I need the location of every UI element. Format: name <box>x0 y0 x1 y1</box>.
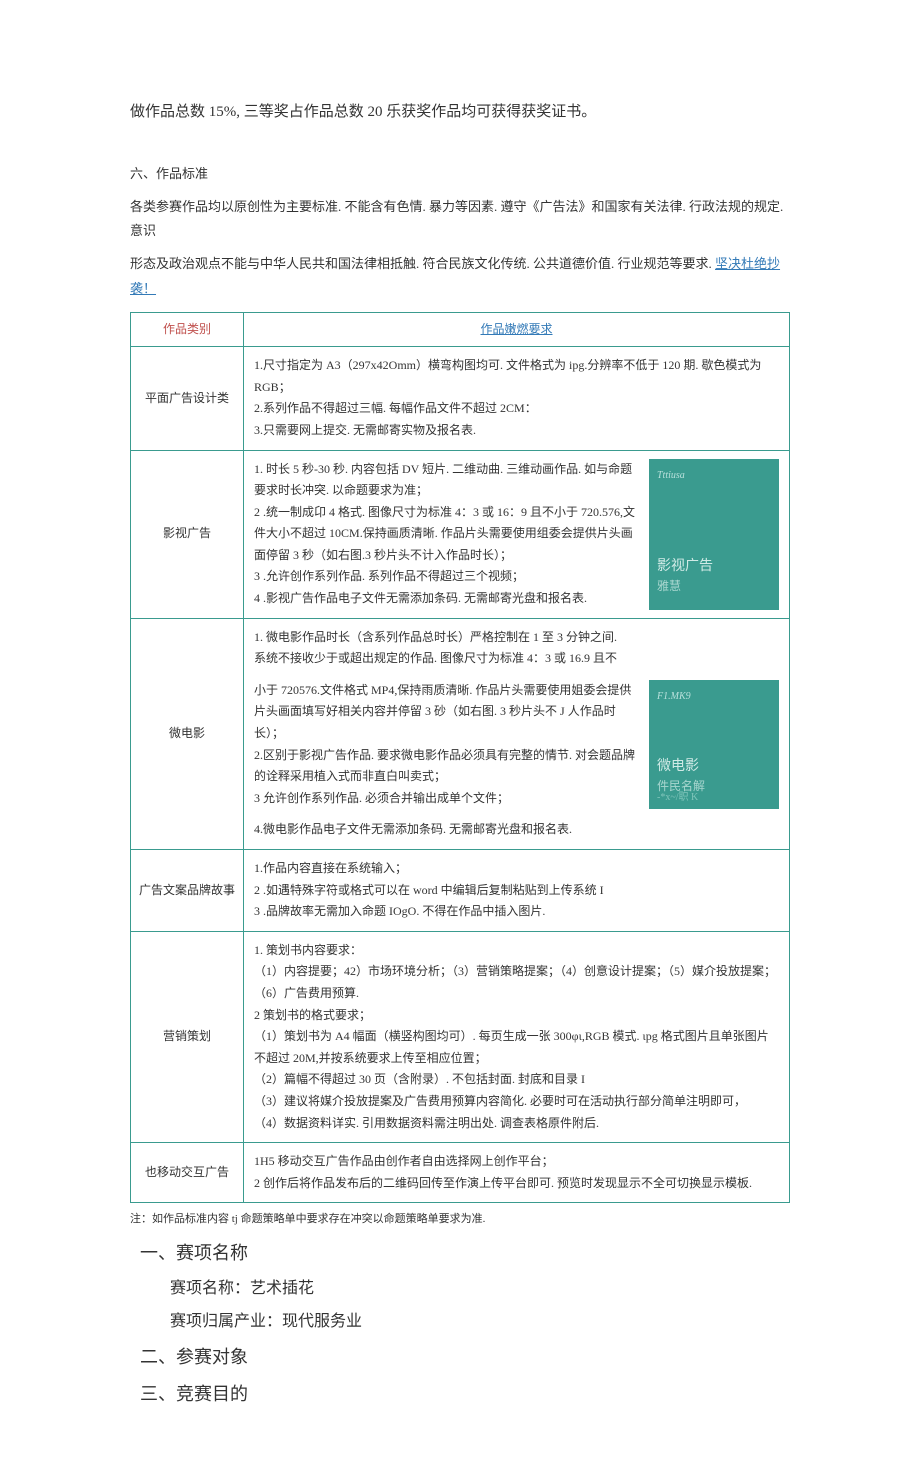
desc-line2-a: 形态及政治观点不能与中华人民共和国法律相抵触. 符合民族文化传统. 公共道德价值… <box>130 256 715 271</box>
cat-cell: 影视广告 <box>131 450 244 618</box>
table-body: 平面广告设计类 1.尺寸指定为 A3（297x42Omm）横弯构图均可. 文件格… <box>131 347 790 1203</box>
img-top-label: F1.MK9 <box>657 688 771 706</box>
table-row: 微电影 1. 微电影作品时长（含系列作品总时长）严格控制在 1 至 3 分钟之间… <box>131 618 790 849</box>
req-cell: 1H5 移动交互广告作品由创作者自由选择网上创作平台； 2 创作后将作品发布后的… <box>244 1143 790 1203</box>
cat-cell: 广告文案品牌故事 <box>131 850 244 932</box>
heading-2: 二、参赛对象 <box>140 1343 790 1372</box>
req-text-bot: 4.微电影作品电子文件无需添加条码. 无需邮寄光盘和报名表. <box>254 819 779 841</box>
req-text: 1.尺寸指定为 A3（297x42Omm）横弯构图均可. 文件格式为 ipg.分… <box>254 355 779 441</box>
req-cell: 1. 策划书内容要求： （1）内容提要；42）市场环境分析；（3）营销策略提案；… <box>244 931 790 1142</box>
img-top-label: Tttiusa <box>657 467 771 485</box>
table-row: 营销策划 1. 策划书内容要求： （1）内容提要；42）市场环境分析；（3）营销… <box>131 931 790 1142</box>
table-row: 广告文案品牌故事 1.作品内容直接在系统输入； 2 .如遇特殊字符或格式可以在 … <box>131 850 790 932</box>
req-text: 1. 策划书内容要求： （1）内容提要；42）市场环境分析；（3）营销策略提案；… <box>254 940 779 1134</box>
table-row: 也移动交互广告 1H5 移动交互广告作品由创作者自由选择网上创作平台； 2 创作… <box>131 1143 790 1203</box>
req-text: 1H5 移动交互广告作品由创作者自由选择网上创作平台； 2 创作后将作品发布后的… <box>254 1151 779 1194</box>
req-text-top: 1. 微电影作品时长（含系列作品总时长）严格控制在 1 至 3 分钟之间. 系统… <box>254 627 779 670</box>
th-requirement: 作品嫩燃要求 <box>244 312 790 347</box>
req-text-mid: 小于 720576.文件格式 MP4,保持雨质清晰. 作品片头需要使用姐委会提供… <box>254 680 641 810</box>
req-cell: 1.尺寸指定为 A3（297x42Omm）横弯构图均可. 文件格式为 ipg.分… <box>244 347 790 450</box>
req-text: 1.作品内容直接在系统输入； 2 .如遇特殊字符或格式可以在 word 中编辑后… <box>254 858 779 923</box>
th-category: 作品类别 <box>131 312 244 347</box>
th-req-link: 作品嫩燃要求 <box>481 322 553 336</box>
standards-table: 作品类别 作品嫩燃要求 平面广告设计类 1.尺寸指定为 A3（297x42Omm… <box>130 312 790 1204</box>
table-note: 注：如作品标准内容 tj 命题策略单中要求存在冲突以命题策略单要求为准. <box>130 1211 790 1229</box>
cat-cell: 平面广告设计类 <box>131 347 244 450</box>
img-tiny-label: -*x~/职 K <box>657 789 698 807</box>
req-cell: 1.作品内容直接在系统输入； 2 .如遇特殊字符或格式可以在 word 中编辑后… <box>244 850 790 932</box>
heading-1: 一、赛项名称 <box>140 1239 790 1268</box>
intro-text: 做作品总数 15%, 三等奖占作品总数 20 乐获奖作品均可获得获奖证书。 <box>130 100 790 124</box>
bottom-section: 一、赛项名称 赛项名称：艺术插花 赛项归属产业：现代服务业 二、参赛对象 三、竞… <box>140 1239 790 1409</box>
sample-image-box: F1.MK9 微电影 件民名解 -*x~/职 K <box>649 680 779 810</box>
table-row: 影视广告 1. 时长 5 秒-30 秒. 内容包括 DV 短片. 二维动曲. 三… <box>131 450 790 618</box>
para-1: 赛项名称：艺术插花 <box>170 1276 790 1302</box>
para-2: 赛项归属产业：现代服务业 <box>170 1309 790 1335</box>
req-text: 1. 时长 5 秒-30 秒. 内容包括 DV 短片. 二维动曲. 三维动画作品… <box>254 459 641 610</box>
heading-3: 三、竞赛目的 <box>140 1380 790 1409</box>
img-sub-label: 雅慧 <box>657 576 681 598</box>
section6-title: 六、作品标准 <box>130 164 790 185</box>
req-cell: 1. 微电影作品时长（含系列作品总时长）严格控制在 1 至 3 分钟之间. 系统… <box>244 618 790 849</box>
table-row: 平面广告设计类 1.尺寸指定为 A3（297x42Omm）横弯构图均可. 文件格… <box>131 347 790 450</box>
desc-line2: 形态及政治观点不能与中华人民共和国法律相抵触. 符合民族文化传统. 公共道德价值… <box>130 252 790 301</box>
req-cell: 1. 时长 5 秒-30 秒. 内容包括 DV 短片. 二维动曲. 三维动画作品… <box>244 450 790 618</box>
cat-cell: 也移动交互广告 <box>131 1143 244 1203</box>
cat-cell: 微电影 <box>131 618 244 849</box>
sample-image-box: Tttiusa 影视广告 雅慧 <box>649 459 779 610</box>
cat-cell: 营销策划 <box>131 931 244 1142</box>
desc-line1: 各类参赛作品均以原创性为主要标准. 不能含有色情. 暴力等因素. 遵守《广告法》… <box>130 195 790 244</box>
